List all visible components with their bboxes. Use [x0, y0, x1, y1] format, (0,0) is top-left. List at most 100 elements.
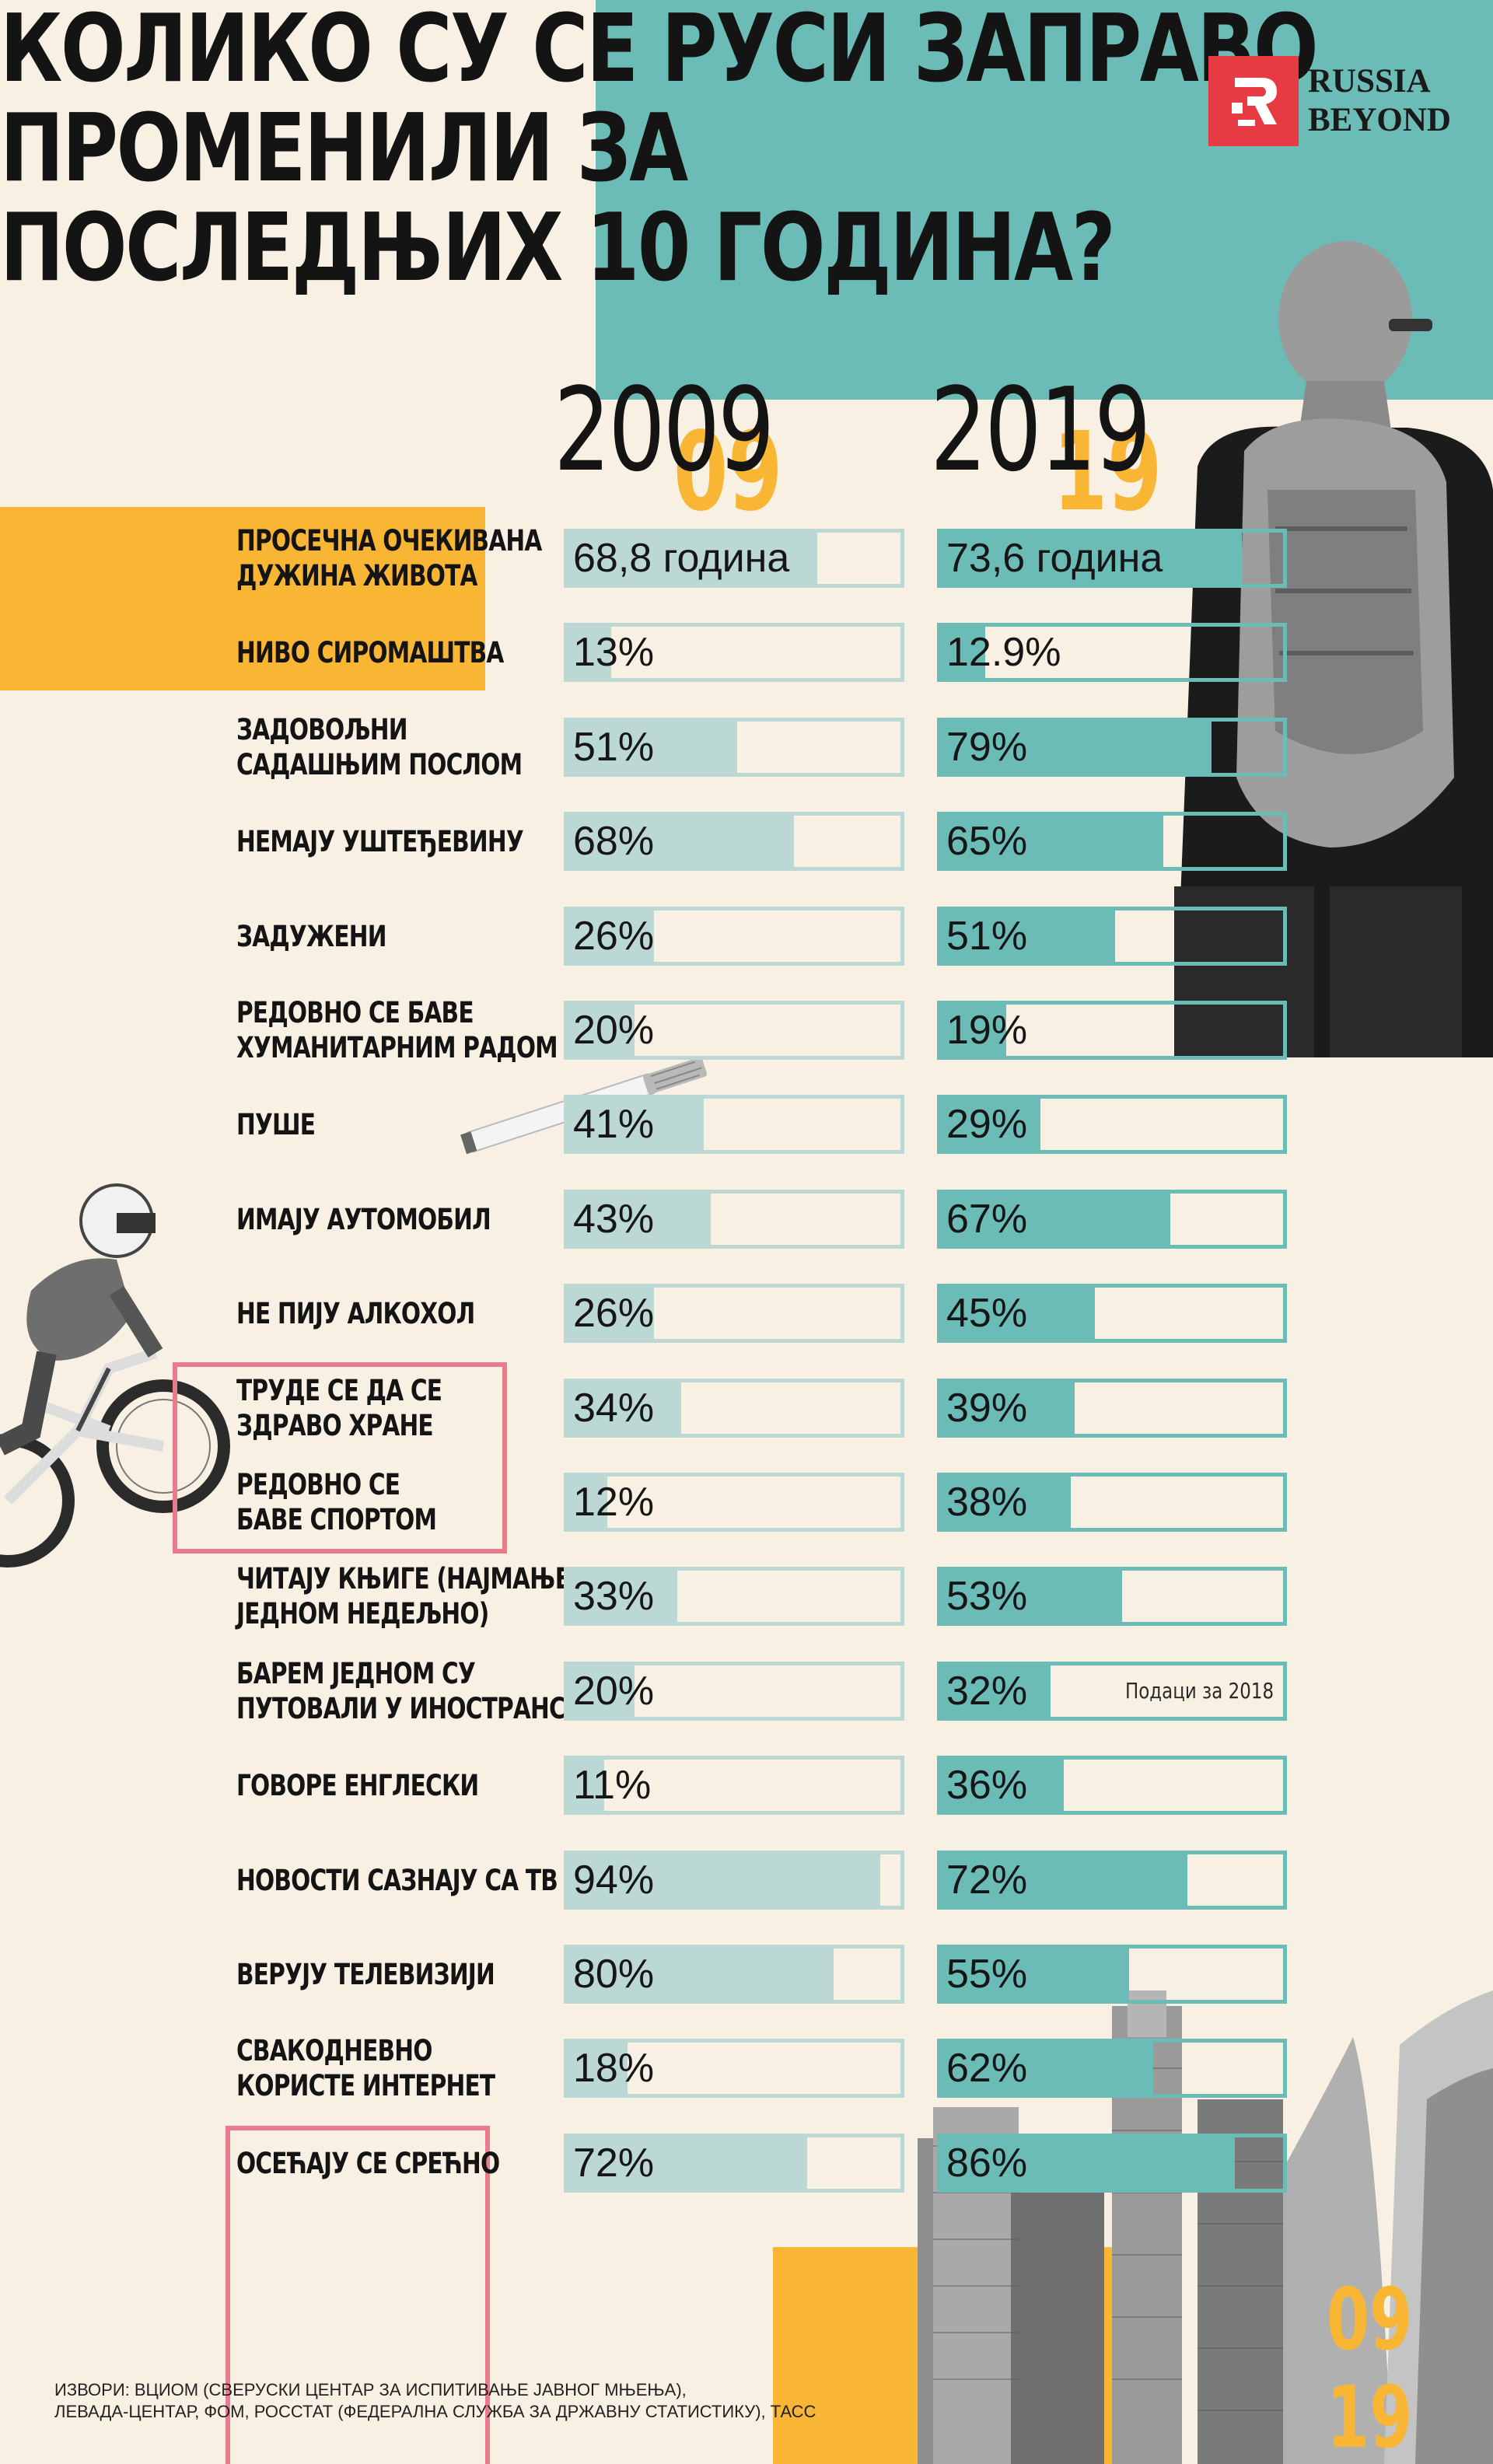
corner-year-2009: 09: [1327, 2270, 1413, 2369]
bar-fill-2019: [941, 2137, 1236, 2189]
row-label-line: баве спортом: [236, 1503, 437, 1536]
row-label-line: хуманитарним радом: [236, 1031, 558, 1064]
row-label-line: Редовно се баве: [236, 996, 474, 1029]
year-2019-header: 2019: [930, 363, 1151, 497]
bar-2009: 68%: [564, 812, 904, 871]
bar-fill-2019: [941, 1288, 1095, 1339]
bar-fill-2009: [568, 1005, 635, 1056]
row-label-line: Задовољни: [236, 713, 408, 746]
year-2009-header: 2009: [554, 363, 774, 497]
row-label-line: Не пију алкохол: [236, 1296, 475, 1330]
row-label: Имају аутомобил: [236, 1190, 498, 1249]
bar-fill-2019: [941, 1571, 1123, 1622]
chart-row: Редовно се баве спортом 12% 38%: [0, 1468, 1493, 1536]
bar-fill-2009: [568, 910, 655, 962]
bar-value-2009: 20%: [573, 1669, 655, 1714]
row-label-line: дужина живота: [236, 559, 477, 592]
bar-value-2019: 36%: [946, 1763, 1028, 1808]
bar-2019: 72%: [937, 1851, 1287, 1910]
row-label-line: Барем једном су: [236, 1657, 476, 1690]
bar-value-2019: 29%: [946, 1102, 1028, 1147]
chart-row: Осећају се срећно 72% 86%: [0, 2134, 1493, 2193]
row-label: Свакодневно користе интернет: [236, 2034, 498, 2102]
bar-fill-2009: [568, 1382, 681, 1434]
row-label-line: Новости сазнају са ТВ: [236, 1863, 558, 1897]
bar-2019: 39%: [937, 1379, 1287, 1438]
bar-value-2019: 73,6 година: [946, 536, 1163, 581]
bar-fill-2019: [941, 2043, 1153, 2094]
bar-2009: 13%: [564, 623, 904, 682]
bar-value-2009: 72%: [573, 2141, 655, 2186]
bar-value-2009: 12%: [573, 1480, 655, 1525]
bar-fill-2009: [568, 1760, 605, 1811]
bar-fill-2009: [568, 627, 611, 678]
year-2009-short: 09: [673, 409, 783, 536]
row-label-line: Говоре енглески: [236, 1768, 479, 1802]
chart-row: Редовно се баве хуманитарним радом 20% 19%: [0, 996, 1493, 1064]
logo-line-1: RUSSIA: [1308, 63, 1431, 100]
bar-fill-2019: [941, 1760, 1065, 1811]
orange-highlight-block: [0, 507, 485, 690]
bar-value-2019: 38%: [946, 1480, 1028, 1525]
row-label-line: здраво хране: [236, 1409, 434, 1442]
row-label: Задужени: [236, 907, 498, 966]
bar-fill-2009: [568, 1194, 712, 1245]
row-label-line: једном недељно): [236, 1597, 489, 1630]
bar-2019: 62%: [937, 2039, 1287, 2098]
chart-row: Задовољни садашњим послом 51% 79%: [0, 713, 1493, 781]
bar-value-2009: 43%: [573, 1197, 655, 1242]
row-label-line: Верују телевизији: [236, 1957, 495, 1991]
bar-2019: 36%: [937, 1756, 1287, 1815]
chart-row: Ниво сиромаштва 13% 12.9%: [0, 623, 1493, 682]
bar-fill-2019: [941, 533, 1243, 584]
bar-value-2009: 68%: [573, 819, 655, 864]
row-label: Барем једном су путовали у иностранство: [236, 1657, 617, 1725]
bar-value-2019: 65%: [946, 819, 1028, 864]
row-label: Читају књиге (најмање једном недељно): [236, 1562, 571, 1630]
bar-value-2009: 18%: [573, 2046, 655, 2091]
bar-fill-2009: [568, 1288, 655, 1339]
logo-r-icon: [1208, 56, 1299, 146]
chart-row: Не пију алкохол 26% 45%: [0, 1284, 1493, 1343]
bar-fill-2019: [941, 1948, 1129, 2000]
bar-2009: 68,8 година: [564, 529, 904, 588]
row-label-line: садашњим послом: [236, 748, 523, 781]
row-label: Пуше: [236, 1095, 498, 1154]
bar-value-2009: 68,8 година: [573, 536, 790, 581]
row-label-line: Ниво сиромаштва: [236, 635, 504, 669]
chart-row: Свакодневно користе интернет 18% 62%: [0, 2034, 1493, 2102]
bar-value-2019: 39%: [946, 1386, 1028, 1431]
russia-beyond-logo[interactable]: RUSSIA BEYOND: [1208, 56, 1451, 146]
bar-fill-2019: [941, 722, 1212, 773]
row-label-line: Редовно се: [236, 1468, 400, 1501]
title-line: последњих 10 година?: [0, 194, 1116, 302]
row-label-line: путовали у иностранство: [236, 1692, 617, 1725]
chart-row: Задужени 26% 51%: [0, 907, 1493, 966]
bar-value-2019: 51%: [946, 914, 1028, 959]
cigarette-photo: [460, 1057, 708, 1155]
bar-value-2009: 11%: [573, 1763, 652, 1808]
row-label-line: користе интернет: [236, 2069, 495, 2102]
bar-2019: 53%: [937, 1567, 1287, 1626]
chart-row: Просечна очекивана дужина живота 68,8 годи…: [0, 524, 1493, 592]
bar-value-2019: 12.9%: [946, 630, 1061, 675]
bar-2009: 20%: [564, 1662, 904, 1721]
bar-fill-2009: [568, 1571, 678, 1622]
bar-fill-2009: [568, 1854, 881, 1906]
chart-row: Барем једном су путовали у иностранство 20…: [0, 1657, 1493, 1725]
bar-2019: 51%: [937, 907, 1287, 966]
row-label: Труде се да се здраво хране: [236, 1374, 498, 1442]
bar-2009: 20%: [564, 1001, 904, 1060]
bar-2009: 41%: [564, 1095, 904, 1154]
chart-row: Говоре енглески 11% 36%: [0, 1756, 1493, 1815]
bar-2009: 26%: [564, 907, 904, 966]
bar-2009: 34%: [564, 1379, 904, 1438]
row-label: Задовољни садашњим послом: [236, 713, 523, 781]
bar-fill-2019: [941, 910, 1116, 962]
row-label-line: Читају књиге (најмање: [236, 1562, 571, 1595]
chart-row: Верују телевизији 80% 55%: [0, 1945, 1493, 2004]
bar-value-2009: 80%: [573, 1952, 655, 1997]
bar-2019: 45%: [937, 1284, 1287, 1343]
bar-2019: 12.9%: [937, 623, 1287, 682]
bar-2009: 72%: [564, 2134, 904, 2193]
